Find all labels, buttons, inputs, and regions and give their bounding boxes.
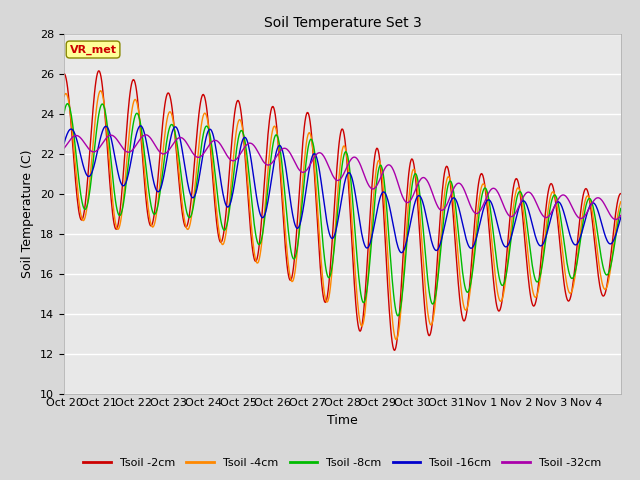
Text: VR_met: VR_met [70, 44, 116, 55]
Title: Soil Temperature Set 3: Soil Temperature Set 3 [264, 16, 421, 30]
Legend: Tsoil -2cm, Tsoil -4cm, Tsoil -8cm, Tsoil -16cm, Tsoil -32cm: Tsoil -2cm, Tsoil -4cm, Tsoil -8cm, Tsoi… [79, 453, 606, 472]
Y-axis label: Soil Temperature (C): Soil Temperature (C) [22, 149, 35, 278]
X-axis label: Time: Time [327, 414, 358, 427]
